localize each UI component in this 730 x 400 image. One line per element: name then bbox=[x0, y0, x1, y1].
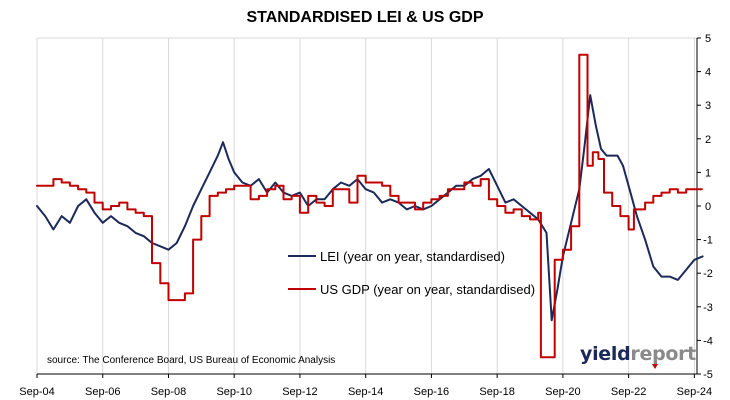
chart-title: STANDARDISED LEI & US GDP bbox=[246, 9, 484, 26]
grid-layer bbox=[36, 37, 697, 374]
y-tick-label: 4 bbox=[705, 67, 711, 79]
y-tick-label: 0 bbox=[705, 201, 711, 213]
series-layer bbox=[36, 53, 704, 359]
y-tick-label: -2 bbox=[703, 268, 713, 280]
source-note: source: The Conference Board, US Bureau … bbox=[47, 355, 336, 366]
lei-series-line bbox=[36, 94, 704, 322]
x-tick-label: Sep-24 bbox=[677, 386, 712, 398]
y-tick-label: 3 bbox=[705, 100, 711, 112]
x-tick-label: Sep-18 bbox=[479, 386, 514, 398]
legend-label-lei: LEI (year on year, standardised) bbox=[320, 249, 505, 264]
y-tick-label: -3 bbox=[703, 302, 713, 314]
y-tick-label: 2 bbox=[705, 134, 711, 146]
x-tick-label: Sep-20 bbox=[545, 386, 580, 398]
y-tick-label: 5 bbox=[705, 33, 711, 45]
y-tick-label: -5 bbox=[703, 369, 713, 381]
x-tick-label: Sep-22 bbox=[611, 386, 646, 398]
y-tick-label: -4 bbox=[703, 335, 713, 347]
x-tick-label: Sep-06 bbox=[85, 386, 120, 398]
gdp-series-line bbox=[36, 53, 703, 359]
x-tick-label: Sep-12 bbox=[282, 386, 317, 398]
logo-marker-icon bbox=[652, 364, 658, 369]
axis-layer: Sep-04 Sep-06 Sep-08 Sep-10 Sep-12 Sep-14 Sep-… bbox=[19, 33, 713, 398]
y-tick-label: -1 bbox=[703, 235, 713, 247]
yieldreport-logo: yieldreport bbox=[580, 343, 696, 369]
y-tick-label: 1 bbox=[705, 167, 711, 179]
legend-layer: LEI (year on year, standardised) US GDP (… bbox=[288, 249, 535, 297]
x-tick-label: Sep-08 bbox=[151, 386, 186, 398]
x-tick-label: Sep-04 bbox=[19, 386, 54, 398]
x-tick-label: Sep-10 bbox=[216, 386, 251, 398]
logo-part-yield: yield bbox=[580, 343, 631, 365]
logo-part-report: report bbox=[630, 343, 696, 365]
legend-label-gdp: US GDP (year on year, standardised) bbox=[320, 282, 535, 297]
x-tick-label: Sep-14 bbox=[348, 386, 383, 398]
x-tick-label: Sep-16 bbox=[414, 386, 449, 398]
